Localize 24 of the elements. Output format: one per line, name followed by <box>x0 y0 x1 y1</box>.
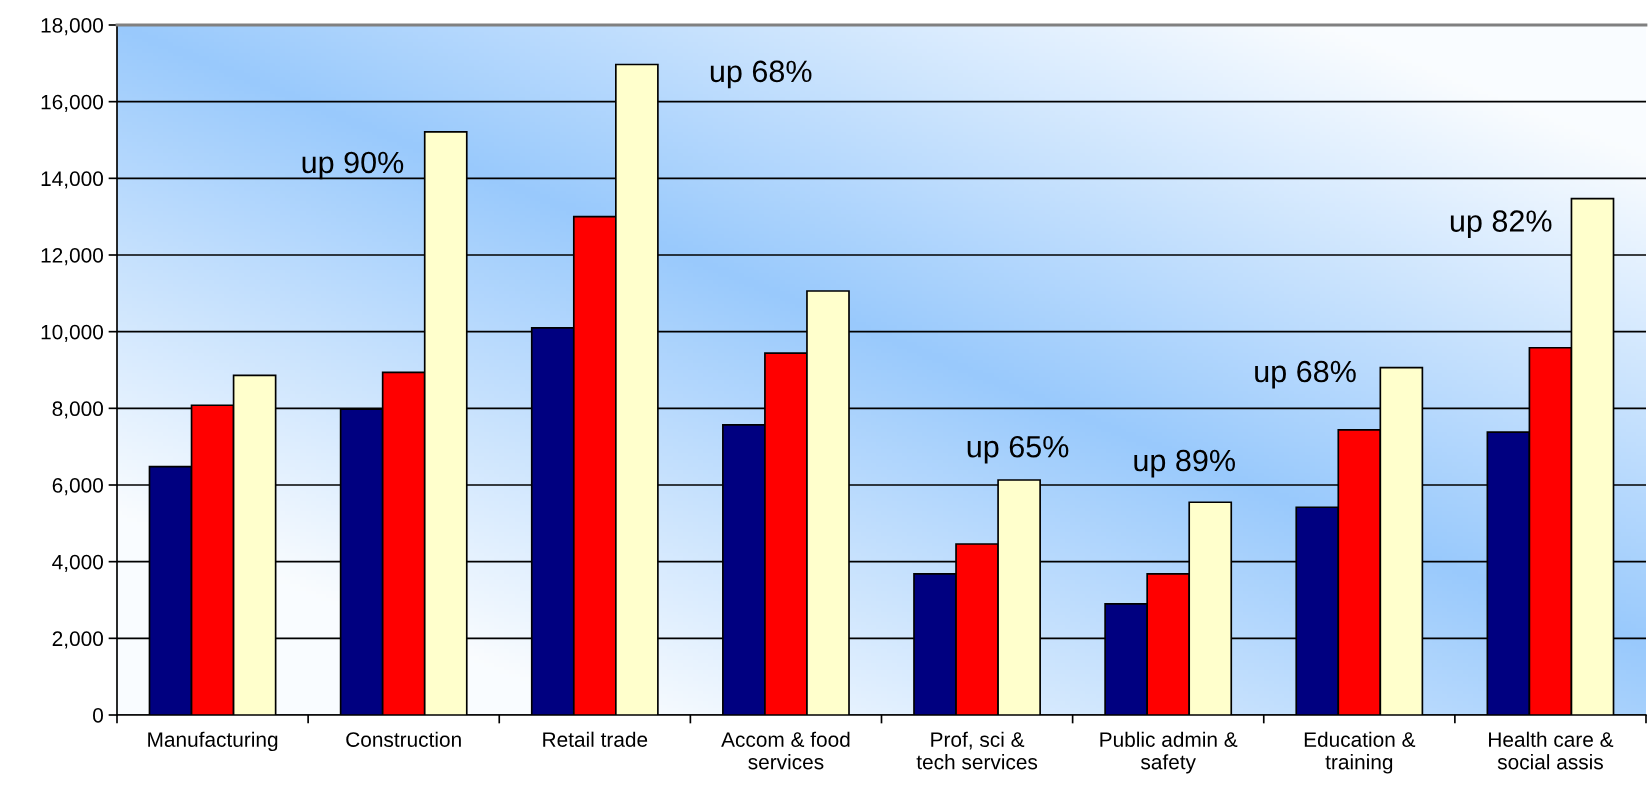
x-tick-label: Health care & social assis <box>1489 731 1614 770</box>
y-tick-label: 6,000 <box>52 478 103 496</box>
x-tick-label: Accom & food services <box>721 731 850 770</box>
x-tick-label: Prof, sci & tech services <box>916 731 1038 770</box>
annotation: up 89% <box>1134 449 1235 478</box>
annotation: up 90% <box>302 151 404 180</box>
x-tick-label: Manufacturing <box>148 731 278 752</box>
x-tick-label: Construction <box>346 731 461 747</box>
annotation: up 82% <box>1450 210 1552 238</box>
y-tick-label: 0 <box>93 708 103 723</box>
y-tick-label: 2,000 <box>52 631 103 649</box>
y-tick-label: 14,000 <box>41 171 103 189</box>
x-tick-label: Retail trade <box>543 731 648 747</box>
y-tick-label: 18,000 <box>41 18 103 36</box>
x-tick-label: Public admin & safety <box>1100 731 1238 774</box>
annotation: up 68% <box>710 60 812 89</box>
y-tick-label: 12,000 <box>41 248 103 266</box>
annotation: up 68% <box>1255 360 1356 389</box>
y-tick-label: 8,000 <box>52 401 103 419</box>
y-tick-label: 16,000 <box>41 94 103 112</box>
x-tick-label: Education & training <box>1304 731 1416 774</box>
y-tick-label: 4,000 <box>52 554 103 572</box>
y-tick-label: 10,000 <box>41 324 103 342</box>
annotation: up 65% <box>967 435 1069 464</box>
